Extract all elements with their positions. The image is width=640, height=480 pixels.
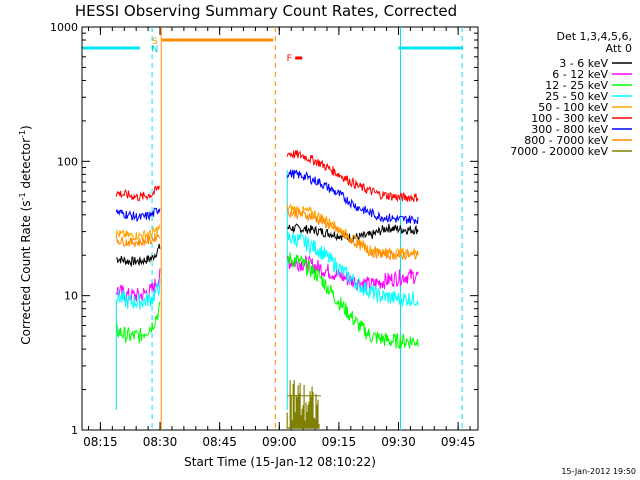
legend-header-detectors: Det 1,3,4,5,6, (556, 30, 632, 43)
legend-label: 3 - 6 keV (559, 57, 608, 70)
legend-label: 12 - 25 keV (545, 79, 608, 92)
series-lines (115, 150, 419, 429)
legend-label: 6 - 12 keV (552, 68, 608, 81)
legend-label: 300 - 800 keV (531, 123, 608, 136)
series-7-pre-gap (115, 232, 161, 247)
x-tick-label: 09:15 (322, 435, 357, 449)
legend-label: 7000 - 20000 keV (510, 145, 608, 158)
x-tick-label: 08:45 (202, 435, 237, 449)
series-1-post-gap (286, 254, 419, 292)
x-tick-label: 08:30 (143, 435, 178, 449)
series-3-post-gap (286, 231, 419, 307)
series-8-bursts (286, 380, 320, 429)
timestamp: 15-Jan-2012 19:50 (561, 467, 636, 476)
series-7-post-gap (286, 208, 419, 261)
plot-frame (81, 26, 479, 431)
series-6-post-gap (286, 169, 419, 225)
series-6-pre-gap (115, 207, 161, 222)
flag-S: S (152, 37, 158, 47)
legend-header-attenuator: Att 0 (606, 42, 632, 55)
y-axis-label: Corrected Count Rate (s-1 detector-1) (18, 125, 33, 344)
instrument-overlays (83, 27, 463, 430)
flag-markers: SN F (151, 37, 303, 64)
series-5-post-gap (286, 150, 419, 203)
series-2-pre-gap (115, 301, 161, 344)
x-tick-label: 08:15 (83, 435, 118, 449)
x-tick-label: 09:00 (262, 435, 297, 449)
series-3-pre-gap (115, 278, 161, 310)
series-5-pre-gap (115, 185, 161, 202)
y-tick-label: 100 (57, 155, 78, 168)
legend-label: 100 - 300 keV (531, 112, 608, 125)
legend-label: 50 - 100 keV (538, 101, 608, 114)
series-4-pre-gap (115, 223, 161, 242)
series-0-pre-gap (116, 243, 161, 268)
x-axis: 08:15 08:30 08:45 09:00 09:15 09:30 09:45 (83, 27, 475, 449)
series-1-pre-gap (115, 268, 161, 303)
series-2-post-gap (286, 252, 419, 349)
x-tick-label: 09:30 (381, 435, 416, 449)
legend-label: 25 - 50 keV (545, 90, 608, 103)
x-axis-label: Start Time (15-Jan-12 08:10:22) (184, 455, 376, 469)
y-axis: 1 10 100 1000 (50, 21, 478, 437)
y-tick-label: 1 (71, 424, 78, 437)
series-4-post-gap (286, 202, 419, 259)
legend-label: 800 - 7000 keV (524, 134, 608, 147)
flag-N: N (151, 45, 158, 55)
chart-title: HESSI Observing Summary Count Rates, Cor… (75, 2, 457, 20)
y-tick-label: 1000 (50, 21, 78, 34)
flag-F: F (287, 54, 292, 64)
y-tick-label: 10 (64, 290, 78, 303)
x-tick-label: 09:45 (441, 435, 476, 449)
